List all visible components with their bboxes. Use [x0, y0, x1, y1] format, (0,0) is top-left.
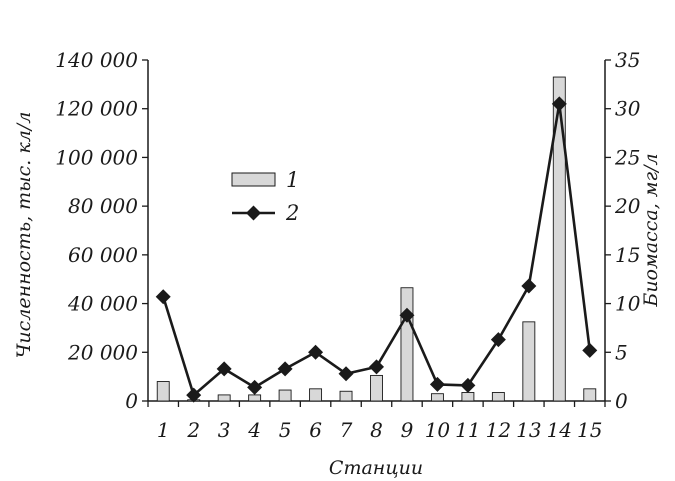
bar	[583, 388, 597, 402]
bar-series	[156, 76, 597, 402]
line-point	[460, 377, 476, 393]
line-point	[216, 361, 232, 377]
legend-bar-swatch	[231, 172, 276, 187]
x-tick-label: 15	[577, 418, 602, 442]
line-point	[338, 366, 354, 382]
line-point	[551, 96, 567, 112]
x-tick-label: 11	[455, 418, 480, 442]
y-right-tick-label: 20	[614, 194, 641, 218]
y-right-tick-label: 5	[615, 340, 628, 364]
x-axis-title: Станции	[329, 457, 423, 479]
y-right-tick-label: 25	[614, 145, 640, 169]
x-tick-label: 12	[486, 418, 511, 442]
line-point	[429, 376, 445, 392]
y-left-tick-label: 80 000	[68, 194, 138, 218]
bar	[491, 392, 505, 402]
line-point	[186, 387, 202, 403]
x-tick-label: 10	[425, 418, 451, 442]
legend-label-2: 2	[285, 201, 299, 225]
line-point	[308, 344, 324, 360]
legend-label-1: 1	[286, 168, 299, 192]
bar	[522, 321, 536, 402]
line-point	[155, 289, 171, 305]
bar	[339, 390, 353, 402]
x-tick-label: 4	[247, 418, 261, 442]
line-point	[582, 342, 598, 358]
bar	[248, 394, 262, 402]
y-left-tick-label: 0	[125, 389, 138, 413]
x-tick-label: 3	[218, 418, 231, 442]
x-tick-label: 13	[516, 418, 541, 442]
y-left-tick-label: 20 000	[67, 340, 138, 364]
x-tick-label: 6	[309, 418, 322, 442]
line-point	[399, 307, 415, 323]
bar	[309, 388, 323, 402]
y-right-axis-title: Биомасса, мг/л	[640, 153, 662, 307]
y-left-tick-label: 120 000	[55, 97, 138, 121]
bar	[400, 287, 414, 402]
y-right-tick-label: 35	[615, 48, 640, 72]
bar	[370, 374, 383, 402]
y-right-tick-label: 30	[615, 97, 641, 121]
y-left-tick-label: 140 000	[55, 48, 138, 72]
line-series	[155, 96, 598, 403]
y-right-tick-label: 15	[615, 243, 640, 267]
legend-diamond-marker	[246, 205, 261, 221]
line-point	[521, 278, 537, 294]
bar	[217, 394, 231, 402]
bar	[430, 393, 444, 402]
y-left-axis-title: Численность, тыс. кл/л	[13, 112, 35, 359]
y-right-tick-label: 0	[615, 389, 628, 413]
x-tick-label: 2	[186, 418, 200, 442]
y-right-tick-label: 10	[615, 292, 641, 316]
bar	[552, 76, 566, 402]
x-tick-label: 8	[370, 418, 383, 442]
y-left-tick-label: 60 000	[68, 243, 138, 267]
line-point	[247, 379, 263, 395]
x-tick-label: 7	[340, 418, 353, 442]
bar	[461, 392, 475, 402]
x-tick-label: 14	[547, 418, 572, 442]
y-left-tick-label: 100 000	[55, 145, 138, 169]
x-tick-label: 1	[157, 418, 170, 442]
bar	[278, 389, 292, 402]
tick-labels: 0 20 000 40 000 60 000 80 000 100 000 120 000 1…	[55, 48, 640, 442]
plot-area	[142, 59, 611, 407]
bar	[156, 381, 170, 402]
y-left-tick-label: 40 000	[67, 292, 138, 316]
line-point	[369, 359, 384, 375]
line-point	[490, 332, 506, 348]
x-tick-label: 5	[279, 418, 292, 442]
x-tick-label: 9	[401, 418, 414, 442]
legend: 1 2	[231, 168, 299, 225]
line-point	[277, 361, 293, 377]
